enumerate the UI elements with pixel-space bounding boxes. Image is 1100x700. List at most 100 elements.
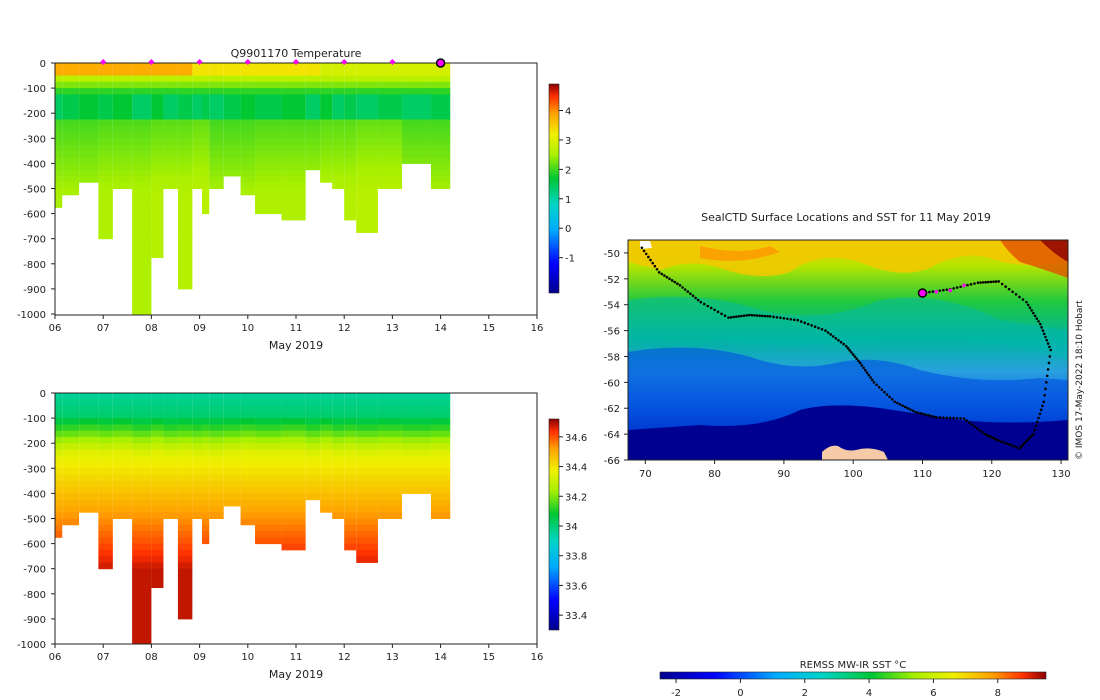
recent-track-point bbox=[962, 283, 966, 288]
x-tick-label: 12 bbox=[338, 323, 351, 334]
track-point bbox=[851, 353, 855, 356]
track-point bbox=[901, 404, 904, 407]
track-point bbox=[927, 414, 930, 417]
track-point bbox=[941, 416, 945, 419]
track-point bbox=[813, 325, 817, 329]
track-point bbox=[1007, 443, 1011, 446]
x-tick-label: 09 bbox=[193, 652, 206, 663]
track-point bbox=[651, 261, 654, 265]
track-point bbox=[786, 317, 789, 321]
imos-stamp: © IMOS 17-May-2022 18:10 Hobart bbox=[1075, 300, 1085, 460]
track-point bbox=[955, 416, 959, 420]
sst-colorbar-label: REMSS MW-IR SST °C bbox=[800, 660, 907, 671]
map-y-tick-label: -52 bbox=[604, 275, 620, 286]
y-tick-label: -500 bbox=[23, 515, 46, 526]
track-point bbox=[844, 344, 848, 348]
temperature-x-axis: 06 07 08 09 10 11 12 13 14 15 16 bbox=[49, 315, 544, 334]
recent-track-point bbox=[934, 289, 939, 294]
track-point bbox=[1035, 420, 1039, 424]
x-tick-label: 09 bbox=[193, 323, 206, 334]
track-point bbox=[857, 359, 860, 363]
track-point bbox=[1038, 322, 1042, 326]
profile-column bbox=[281, 63, 306, 221]
track-point bbox=[890, 398, 894, 401]
salinity-y-axis: 0 -100 -200 -300 -400 -500 -600 -700 -800 -900 -10… bbox=[17, 389, 55, 651]
profile-column bbox=[98, 393, 113, 570]
track-point bbox=[916, 411, 920, 415]
track-point bbox=[817, 326, 820, 330]
track-point bbox=[750, 313, 754, 317]
profile-column bbox=[79, 393, 99, 513]
map-x-tick-label: 110 bbox=[913, 469, 932, 480]
track-point bbox=[763, 314, 767, 318]
track-point bbox=[938, 289, 942, 292]
track-point bbox=[834, 337, 838, 340]
x-tick-label: 16 bbox=[531, 323, 544, 334]
track-point bbox=[962, 417, 966, 420]
track-point bbox=[1041, 404, 1044, 408]
profile-column bbox=[402, 63, 431, 164]
profile-column bbox=[430, 63, 451, 189]
track-point bbox=[1026, 438, 1030, 441]
track-point bbox=[796, 318, 800, 322]
y-tick-label: -500 bbox=[23, 185, 46, 196]
profile-column bbox=[177, 63, 193, 290]
track-point bbox=[965, 419, 968, 422]
profile-column bbox=[356, 63, 378, 233]
colorbar-tick-label: 4 bbox=[565, 106, 571, 117]
sst-colorbar-tick-label: 8 bbox=[995, 688, 1001, 699]
map-x-tick-label: 130 bbox=[1052, 469, 1071, 480]
track-point bbox=[1005, 442, 1008, 445]
track-point bbox=[1025, 300, 1028, 304]
track-point bbox=[883, 390, 886, 394]
profile-column bbox=[112, 63, 133, 189]
x-tick-label: 10 bbox=[241, 323, 254, 334]
track-point bbox=[959, 285, 962, 289]
track-point bbox=[909, 408, 912, 411]
y-tick-label: -1000 bbox=[17, 310, 46, 321]
track-point bbox=[1033, 314, 1037, 318]
track-point bbox=[978, 428, 981, 432]
track-point bbox=[896, 401, 899, 405]
track-point bbox=[973, 425, 976, 428]
track-point bbox=[683, 288, 687, 291]
profile-column bbox=[320, 63, 333, 183]
track-point bbox=[1049, 348, 1052, 352]
track-point bbox=[653, 264, 657, 268]
track-point bbox=[992, 280, 995, 284]
profile-column bbox=[305, 393, 321, 501]
map-x-tick-label: 100 bbox=[844, 469, 863, 480]
track-point bbox=[1033, 428, 1036, 432]
track-point bbox=[922, 412, 925, 416]
track-point bbox=[779, 316, 782, 320]
profile-column bbox=[202, 393, 210, 545]
colorbar-tick-label: 33.4 bbox=[565, 611, 587, 622]
x-tick-label: 06 bbox=[49, 652, 62, 663]
profile-column bbox=[305, 63, 321, 171]
y-tick-label: -800 bbox=[23, 260, 46, 271]
profile-column bbox=[332, 393, 345, 519]
track-point bbox=[660, 272, 664, 276]
track-point bbox=[766, 314, 769, 318]
profile-column bbox=[430, 393, 451, 519]
colorbar-tick-label: 33.6 bbox=[565, 581, 587, 592]
track-point bbox=[862, 366, 865, 370]
y-tick-label: -200 bbox=[23, 109, 46, 120]
track-point bbox=[676, 282, 679, 285]
track-point bbox=[810, 324, 813, 327]
track-point bbox=[1032, 311, 1035, 315]
track-point bbox=[640, 246, 644, 250]
track-point bbox=[713, 308, 716, 312]
track-point bbox=[760, 314, 764, 318]
colorbar-tick-label: 34.4 bbox=[565, 463, 587, 474]
track-point bbox=[655, 267, 659, 271]
temperature-colorbar-ticks: -1 0 1 2 3 4 bbox=[559, 106, 575, 265]
track-point bbox=[885, 393, 889, 396]
track-point bbox=[846, 346, 850, 350]
map-y-tick-label: -62 bbox=[604, 404, 620, 415]
track-point bbox=[966, 283, 969, 287]
profile-column bbox=[240, 393, 256, 526]
track-point bbox=[924, 413, 928, 417]
track-point bbox=[1000, 282, 1004, 286]
track-point bbox=[734, 315, 738, 318]
